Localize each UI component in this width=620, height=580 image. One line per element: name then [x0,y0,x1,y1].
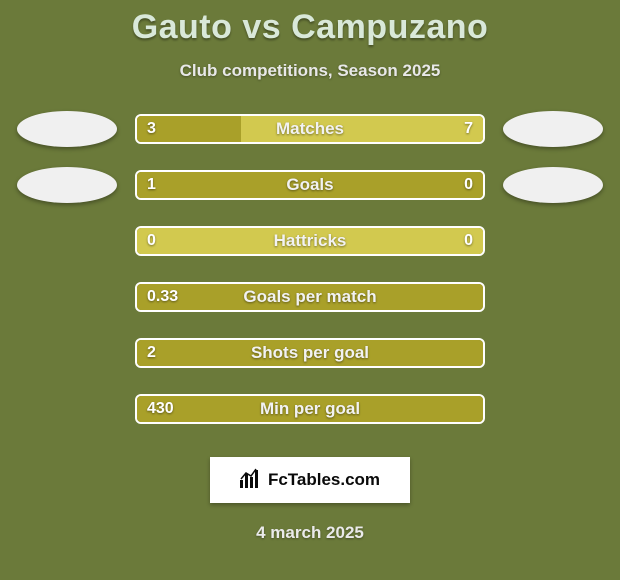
stat-bar: 37Matches [135,114,485,144]
bar-segment-left [137,340,483,366]
stat-value-left: 1 [147,172,156,198]
stat-bar: 2Shots per goal [135,338,485,368]
brand-text: FcTables.com [268,470,380,490]
date-text: 4 march 2025 [0,523,620,543]
player-right-avatar [503,167,603,203]
page-title: Gauto vs Campuzano [0,0,620,47]
stat-value-left: 2 [147,340,156,366]
stat-value-left: 0 [147,228,156,254]
stat-value-left: 3 [147,116,156,142]
bar-segment-right [137,228,483,254]
stat-bar: 0.33Goals per match [135,282,485,312]
stat-row: 10Goals [0,167,620,203]
player-left-avatar [17,167,117,203]
stat-row: 0.33Goals per match [0,279,620,315]
stat-value-right: 0 [464,172,473,198]
stat-row: 430Min per goal [0,391,620,427]
stat-bar: 00Hattricks [135,226,485,256]
stat-row: 37Matches [0,111,620,147]
bar-segment-right [241,116,483,142]
player-left-avatar [17,111,117,147]
stat-value-right: 0 [464,228,473,254]
brand-badge: FcTables.com [210,457,410,503]
bar-segment-left [137,396,483,422]
brand-chart-icon [240,468,262,493]
subtitle: Club competitions, Season 2025 [0,61,620,81]
player-right-avatar [503,111,603,147]
stat-row: 2Shots per goal [0,335,620,371]
bar-segment-left [137,172,483,198]
stat-bar: 10Goals [135,170,485,200]
bar-segment-left [137,284,483,310]
stat-value-left: 0.33 [147,284,178,310]
stat-bar: 430Min per goal [135,394,485,424]
stats-area: 37Matches10Goals00Hattricks0.33Goals per… [0,111,620,427]
stat-value-left: 430 [147,396,174,422]
stat-row: 00Hattricks [0,223,620,259]
stat-value-right: 7 [464,116,473,142]
